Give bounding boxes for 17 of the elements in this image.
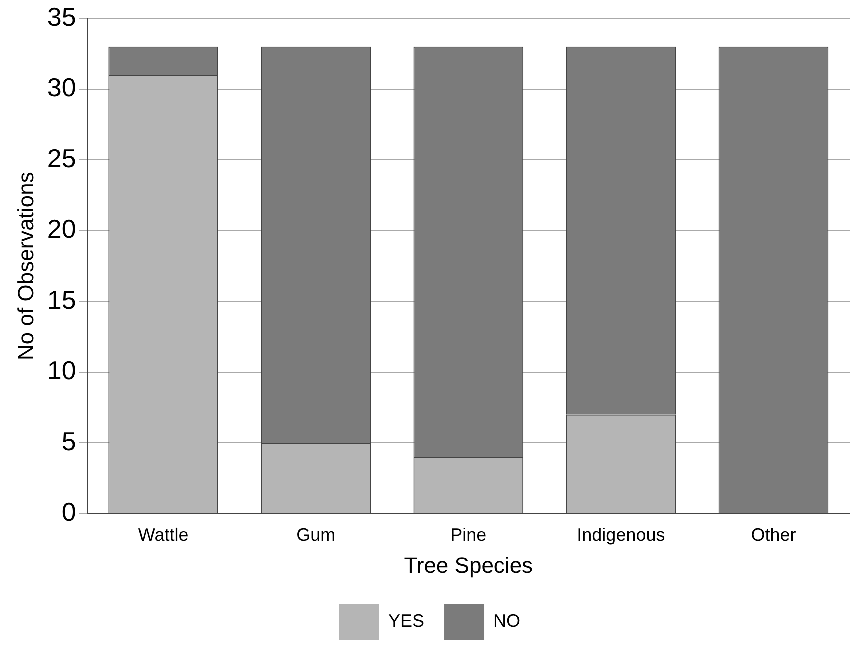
y-tick-label: 0 <box>62 497 76 528</box>
legend-label: NO <box>494 610 521 631</box>
y-tick-label: 10 <box>47 356 76 386</box>
legend-label: YES <box>388 610 425 631</box>
x-tick-label: Pine <box>450 524 487 545</box>
x-tick-label: Gum <box>296 524 336 545</box>
y-tick-label: 5 <box>62 426 76 456</box>
y-axis-title: No of Observations <box>13 172 38 360</box>
x-tick-label: Other <box>751 524 796 545</box>
y-tick-label: 25 <box>47 143 76 174</box>
y-tick-label: 15 <box>47 284 76 315</box>
x-tick-label: Indigenous <box>577 524 666 545</box>
y-tick-label: 35 <box>47 2 76 32</box>
y-tick-label: 30 <box>47 72 76 103</box>
x-tick-label: Wattle <box>138 524 189 545</box>
x-axis-title: Tree Species <box>404 552 534 578</box>
y-tick-label: 20 <box>47 214 76 244</box>
